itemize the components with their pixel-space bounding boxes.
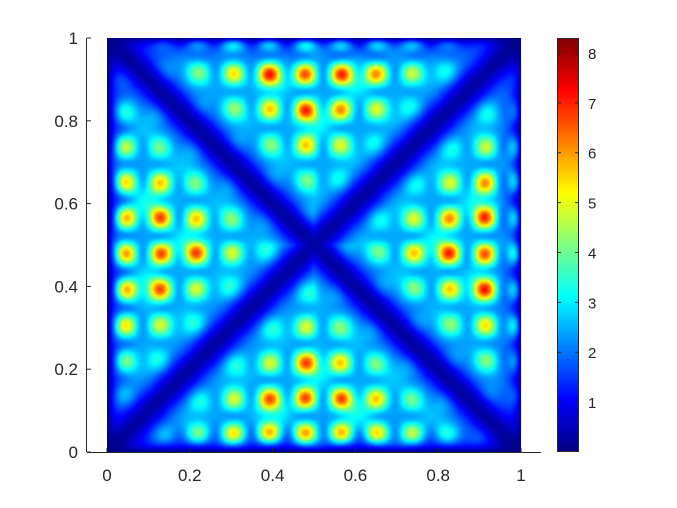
heatmap-plot: 0 0.2 0.4 0.6 0.8 1 0 0.2 0.4 0.6 0.8 1 [54, 29, 541, 485]
colorbar-tick-label: 1 [588, 395, 596, 412]
y-tick-label: 1 [69, 29, 78, 48]
x-tick-label: 0.2 [178, 466, 202, 485]
colorbar: 1 2 3 4 5 6 7 8 [557, 38, 596, 452]
x-tick-label: 0 [102, 466, 111, 485]
x-tick-label: 0.8 [426, 466, 450, 485]
x-tick-label: 0.4 [261, 466, 285, 485]
colorbar-axis: 1 2 3 4 5 6 7 8 [557, 38, 596, 452]
colorbar-tick-label: 5 [588, 196, 596, 213]
colorbar-tick-label: 4 [588, 245, 596, 262]
y-tick-label: 0.6 [54, 195, 78, 214]
colorbar-gradient [557, 38, 579, 452]
y-tick-label: 0.2 [54, 360, 78, 379]
colorbar-tick-label: 3 [588, 295, 596, 312]
x-tick-label: 0.6 [344, 466, 368, 485]
colorbar-tick-label: 6 [588, 146, 596, 163]
colorbar-frame [557, 38, 579, 452]
y-tick-label: 0.4 [54, 277, 78, 296]
y-tick-label: 0.8 [54, 112, 78, 131]
colorbar-tick-label: 8 [588, 46, 596, 63]
axes: 0 0.2 0.4 0.6 0.8 1 0 0.2 0.4 0.6 0.8 1 [54, 29, 541, 485]
colorbar-tick-label: 2 [588, 345, 596, 362]
heatmap-image [107, 38, 521, 452]
colorbar-tick-label: 7 [588, 96, 596, 113]
y-tick-label: 0 [69, 443, 78, 462]
x-tick-label: 1 [516, 466, 525, 485]
